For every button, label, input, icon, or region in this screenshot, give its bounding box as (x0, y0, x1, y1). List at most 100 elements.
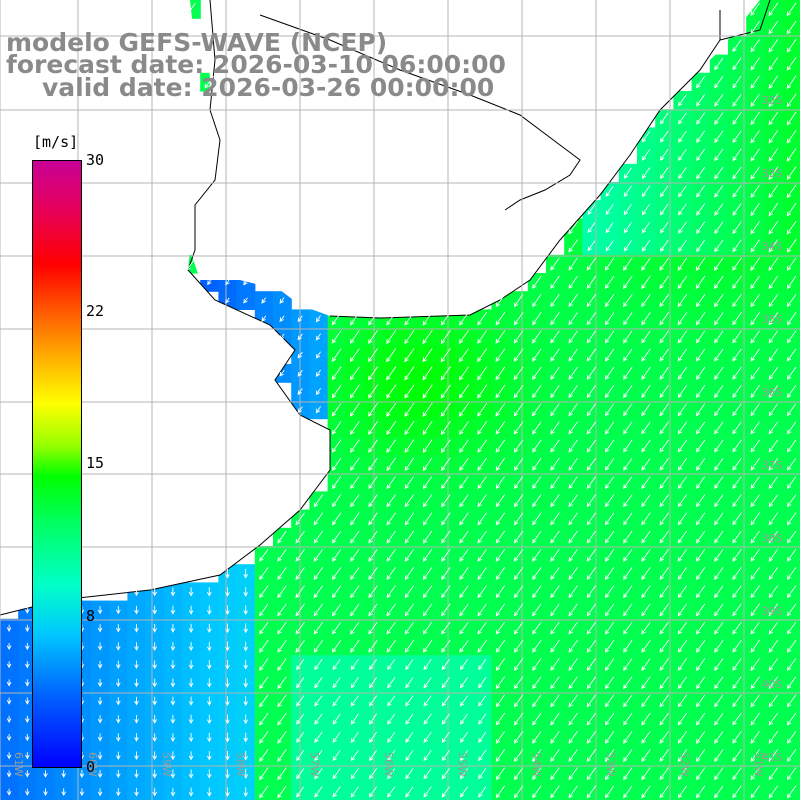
wind-arrow (568, 366, 578, 380)
wind-arrow (404, 585, 415, 599)
wind-arrow (277, 603, 287, 617)
wind-arrow (459, 695, 469, 707)
wind-arrow (786, 275, 797, 290)
wind-arrow (604, 457, 615, 471)
wind-arrow (295, 621, 305, 635)
wind-arrow (659, 167, 669, 180)
wind-arrow (243, 659, 248, 670)
wind-arrow (477, 366, 488, 381)
wind-arrow (641, 767, 651, 781)
wind-arrow (641, 293, 651, 308)
wind-arrow (659, 330, 669, 344)
wind-arrow (623, 548, 633, 562)
wind-arrow (186, 257, 196, 271)
wind-arrow (186, 2, 196, 16)
wind-arrow (695, 603, 706, 617)
wind-arrow (732, 712, 742, 726)
wind-arrow (532, 621, 542, 635)
wind-arrow (641, 621, 651, 635)
wind-arrow (532, 585, 542, 599)
wind-arrow (714, 567, 724, 580)
wind-arrow (659, 694, 669, 708)
wind-arrow (659, 348, 669, 362)
wind-arrow (423, 786, 432, 798)
wind-arrow (477, 476, 487, 490)
wind-arrow (623, 749, 633, 762)
wind-arrow (6, 734, 12, 742)
wind-arrow (641, 676, 651, 690)
wind-arrow (550, 512, 560, 526)
wind-arrow (604, 694, 615, 708)
wind-arrow (243, 641, 248, 652)
wind-arrow (386, 348, 397, 363)
wind-arrow (368, 786, 378, 798)
wind-arrow (277, 567, 287, 580)
wind-arrow (441, 548, 451, 562)
wind-arrow (116, 660, 121, 669)
wind-arrow (604, 494, 615, 508)
wind-arrow (768, 457, 779, 471)
wind-arrow (586, 403, 597, 417)
wind-arrow (786, 166, 797, 180)
wind-arrow (659, 149, 669, 161)
wind-arrow (623, 512, 633, 526)
wind-arrow (568, 294, 578, 308)
wind-arrow (659, 112, 669, 125)
wind-arrow (586, 694, 597, 708)
wind-arrow (116, 697, 121, 706)
wind-arrow (314, 713, 323, 725)
wind-arrow (225, 696, 230, 706)
wind-arrow (714, 658, 724, 671)
wind-arrow (422, 402, 433, 417)
wind-arrow (623, 567, 633, 580)
wind-arrow (768, 57, 779, 71)
wind-arrow (459, 786, 469, 798)
wind-arrow (550, 457, 560, 471)
wind-arrow (404, 512, 415, 526)
wind-arrow (6, 624, 12, 632)
wind-arrow (495, 330, 506, 344)
wind-arrow (368, 768, 378, 780)
wind-arrow (714, 385, 724, 399)
wind-arrow (441, 567, 451, 580)
wind-arrow (677, 603, 688, 617)
wind-arrow (677, 767, 688, 781)
wind-arrow (6, 752, 12, 760)
wind-arrow (243, 587, 248, 597)
wind-arrow (768, 330, 779, 344)
wind-arrow (188, 696, 194, 706)
wind-arrow (296, 749, 305, 762)
wind-arrow (550, 275, 560, 289)
wind-arrow (295, 548, 305, 562)
wind-arrow (786, 494, 797, 508)
wind-arrow (659, 476, 669, 489)
wind-arrow (386, 494, 396, 508)
wind-arrow (331, 330, 342, 344)
wind-arrow (695, 767, 706, 781)
wind-arrow (659, 767, 669, 781)
wind-arrow (695, 476, 706, 489)
wind-arrow (714, 293, 724, 308)
wind-arrow (750, 148, 760, 162)
wind-arrow (513, 494, 524, 508)
wind-arrow (586, 312, 597, 326)
wind-arrow (568, 312, 578, 326)
wind-arrow (768, 275, 779, 290)
wind-arrow (152, 587, 157, 597)
wind-arrow (732, 457, 742, 471)
wind-arrow (695, 658, 706, 671)
wind-arrow (25, 715, 30, 724)
wind-arrow (604, 275, 615, 289)
wind-arrow (550, 384, 560, 399)
wind-arrow (768, 184, 779, 199)
wind-arrow (659, 749, 669, 762)
wind-arrow (568, 530, 578, 544)
wind-arrow (786, 476, 797, 489)
wind-arrow (207, 751, 212, 761)
wind-arrow (604, 767, 615, 781)
wind-arrow (495, 530, 506, 544)
wind-arrow (568, 676, 578, 690)
wind-arrow (386, 585, 396, 599)
wind-arrow (750, 203, 760, 217)
